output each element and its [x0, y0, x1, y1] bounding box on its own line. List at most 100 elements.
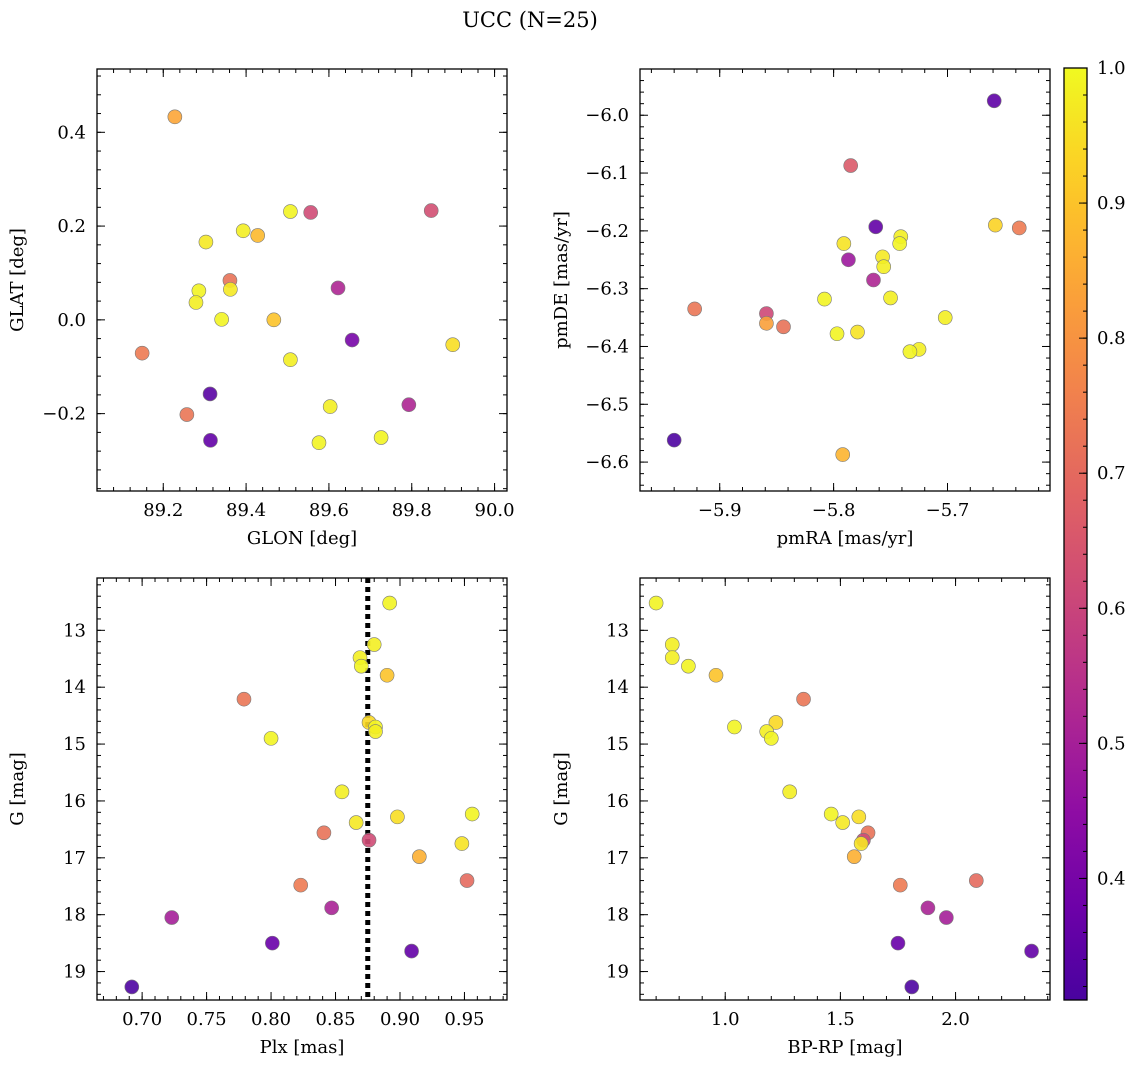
x-tick-label: 0.80: [251, 1009, 291, 1030]
data-point: [423, 203, 439, 218]
y-tick-label: −0.2: [42, 404, 86, 425]
data-point: [796, 691, 811, 707]
colorbar-tick-label: 0.8: [1097, 328, 1126, 349]
data-point: [727, 719, 742, 735]
data-point: [988, 217, 1003, 233]
tick-marks: [640, 578, 1050, 1000]
data-point: [283, 204, 298, 219]
x-tick-label: 1.0: [711, 1009, 740, 1030]
x-tick-label: 0.75: [187, 1009, 227, 1030]
x-tick-label: 0.95: [444, 1009, 484, 1030]
data-point: [892, 877, 908, 893]
y-tick-label: 15: [606, 734, 629, 755]
x-tick-label: 2.0: [941, 1009, 970, 1030]
colorbar-gradient: [1063, 67, 1088, 1001]
y-tick-label: 17: [606, 848, 629, 869]
data-point: [334, 784, 350, 800]
data-point: [202, 386, 218, 402]
y-tick-label: −6.5: [585, 394, 629, 415]
panels: 89.2 89.4 89.6 89.8 90.0 −0.2 0.0 0.2 0.4 GLON [d…: [7, 68, 1051, 1058]
colorbar-tick-label: 0.6: [1097, 598, 1126, 619]
data-point: [902, 344, 918, 359]
y-tick-label: 13: [606, 620, 629, 641]
x-tick-label: −5.7: [926, 500, 970, 521]
data-point: [293, 877, 309, 893]
data-point: [382, 595, 397, 611]
x-tick-label: 1.5: [826, 1009, 855, 1030]
y-tick-label: −6.3: [585, 279, 629, 300]
data-point: [763, 731, 779, 746]
colorbar-tick-label: 0.4: [1097, 868, 1126, 889]
data-point: [361, 832, 377, 848]
data-point: [937, 310, 953, 325]
data-point: [843, 158, 858, 173]
data-point: [266, 312, 282, 328]
data-point: [464, 806, 480, 822]
y-tick-label: 18: [606, 905, 629, 926]
axes-frame: [639, 68, 1051, 492]
y-tick-label: −6.6: [585, 452, 629, 473]
data-point: [687, 301, 702, 317]
tick-marks: [96, 69, 507, 491]
data-point: [759, 316, 774, 331]
data-point: [892, 236, 907, 251]
data-point: [890, 935, 906, 951]
data-point: [198, 234, 214, 250]
data-point: [390, 809, 405, 825]
data-point: [188, 295, 204, 310]
colorbar: 0.4 0.5 0.6 0.7 0.8 0.9 1.0: [1063, 58, 1126, 1001]
data-point: [179, 407, 195, 422]
data-point: [344, 332, 360, 348]
x-axis-label: Plx [mas]: [260, 1037, 345, 1058]
data-point: [373, 430, 389, 445]
data-point: [203, 433, 218, 448]
y-tick-label: −6.2: [585, 221, 629, 242]
axes-frame: [96, 577, 508, 1001]
data-point: [404, 943, 419, 959]
data-point: [876, 259, 892, 275]
y-tick-label: −6.1: [585, 163, 629, 184]
figure-title: UCC (N=25): [462, 8, 598, 32]
data-point: [1011, 220, 1027, 236]
tick-marks: [97, 578, 507, 1000]
data-point: [666, 432, 682, 448]
data-point: [768, 715, 784, 730]
y-tick-label: −6.0: [585, 105, 629, 126]
data-point: [324, 900, 339, 916]
y-axis-label: G [mag]: [7, 752, 28, 825]
data-point: [776, 319, 791, 335]
data-point: [303, 205, 318, 220]
data-point: [401, 397, 417, 413]
axes-frame: [639, 577, 1051, 1001]
data-point: [835, 815, 850, 830]
y-tick-label: 17: [63, 848, 86, 869]
x-tick-label: 89.4: [226, 500, 266, 521]
scatter-panel-2: −5.9 −5.8 −5.7 −6.6 −6.5 −6.4 −6.3 −6.2 −6.1 −6.0…: [551, 68, 1051, 549]
data-point: [986, 93, 1002, 109]
data-point: [368, 724, 383, 739]
y-tick-label: −6.4: [585, 336, 629, 357]
y-tick-label: 16: [63, 791, 86, 812]
data-point: [883, 290, 898, 306]
data-point: [283, 352, 298, 368]
x-tick-label: 0.85: [315, 1009, 355, 1030]
data-point: [904, 979, 920, 995]
data-point: [164, 910, 180, 925]
data-point: [311, 435, 327, 451]
data-point: [835, 447, 851, 462]
y-axis-label: GLAT [deg]: [7, 228, 28, 332]
data-point: [681, 658, 696, 674]
data-point: [459, 873, 475, 888]
x-tick-label: 0.90: [380, 1009, 420, 1030]
data-point: [354, 658, 369, 674]
colorbar-tick-label: 0.7: [1097, 463, 1126, 484]
data-points: [134, 109, 461, 451]
data-point: [167, 109, 183, 125]
data-point: [263, 731, 279, 746]
x-tick-label: 0.70: [122, 1009, 162, 1030]
y-tick-label: 16: [606, 791, 629, 812]
data-point: [236, 691, 252, 707]
y-tick-label: 0.0: [57, 310, 86, 331]
scatter-panel-1: 89.2 89.4 89.6 89.8 90.0 −0.2 0.0 0.2 0.4 GLON [d…: [7, 68, 515, 549]
